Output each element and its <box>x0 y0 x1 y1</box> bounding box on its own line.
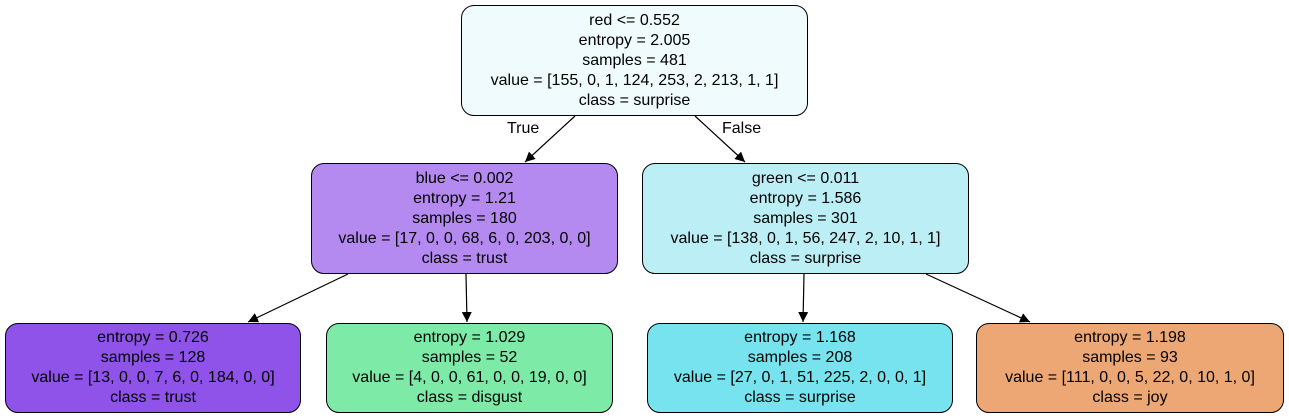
node-split-condition: green <= 0.011 <box>751 169 860 187</box>
tree-leaf-surprise: entropy = 1.168 samples = 208 value = [2… <box>647 323 953 413</box>
node-class: class = disgust <box>416 389 523 406</box>
edge-root-right <box>694 115 746 163</box>
node-value: value = [13, 0, 0, 7, 6, 0, 184, 0, 0] <box>31 369 275 386</box>
tree-leaf-joy: entropy = 1.198 samples = 93 value = [11… <box>976 323 1284 413</box>
edge-label-true: True <box>507 120 540 137</box>
node-class: class = surprise <box>749 249 862 267</box>
tree-node-root: red <= 0.552 entropy = 2.005 samples = 4… <box>461 5 808 116</box>
node-samples: samples = 52 <box>421 349 518 366</box>
edge-right-leaf-surprise <box>798 273 809 323</box>
node-split-condition: red <= 0.552 <box>589 11 680 29</box>
node-class: class = surprise <box>744 389 856 406</box>
node-value: value = [111, 0, 0, 5, 22, 0, 10, 1, 0] <box>1005 369 1255 386</box>
edge-right-leaf-joy <box>925 273 1031 323</box>
node-samples: samples = 180 <box>412 209 517 227</box>
node-class: class = trust <box>421 249 508 267</box>
node-entropy: entropy = 1.21 <box>413 189 516 207</box>
node-samples: samples = 208 <box>747 349 853 366</box>
node-value: value = [155, 0, 1, 124, 253, 2, 213, 1,… <box>490 71 779 89</box>
node-samples: samples = 93 <box>1082 349 1178 366</box>
node-split-condition: blue <= 0.002 <box>415 169 514 187</box>
node-samples: samples = 128 <box>100 349 206 366</box>
node-class: class = surprise <box>578 91 691 109</box>
node-entropy: entropy = 1.198 <box>1074 329 1186 346</box>
node-samples: samples = 481 <box>582 51 687 69</box>
node-samples: samples = 301 <box>753 209 858 227</box>
edge-left-leaf-trust <box>247 273 349 323</box>
edge-label-false: False <box>722 120 762 137</box>
node-entropy: entropy = 2.005 <box>578 31 691 49</box>
tree-node-right: green <= 0.011 entropy = 1.586 samples =… <box>642 163 969 274</box>
edge-left-leaf-disgust <box>461 273 472 323</box>
node-value: value = [27, 0, 1, 51, 225, 2, 0, 0, 1] <box>673 369 927 386</box>
node-class: class = joy <box>1092 389 1168 406</box>
node-entropy: entropy = 1.586 <box>749 189 862 207</box>
node-entropy: entropy = 1.168 <box>744 329 856 346</box>
tree-leaf-trust: entropy = 0.726 samples = 128 value = [1… <box>5 323 301 413</box>
node-value: value = [17, 0, 0, 68, 6, 0, 203, 0, 0] <box>338 229 591 247</box>
edge-root-left <box>524 115 576 163</box>
tree-node-left: blue <= 0.002 entropy = 1.21 samples = 1… <box>311 163 618 274</box>
tree-leaf-disgust: entropy = 1.029 samples = 52 value = [4,… <box>326 323 613 413</box>
node-value: value = [4, 0, 0, 61, 0, 0, 19, 0, 0] <box>352 369 587 386</box>
node-entropy: entropy = 1.029 <box>413 329 526 346</box>
node-value: value = [138, 0, 1, 56, 247, 2, 10, 1, 1… <box>670 229 941 247</box>
node-class: class = trust <box>110 389 196 406</box>
node-entropy: entropy = 0.726 <box>97 329 209 346</box>
